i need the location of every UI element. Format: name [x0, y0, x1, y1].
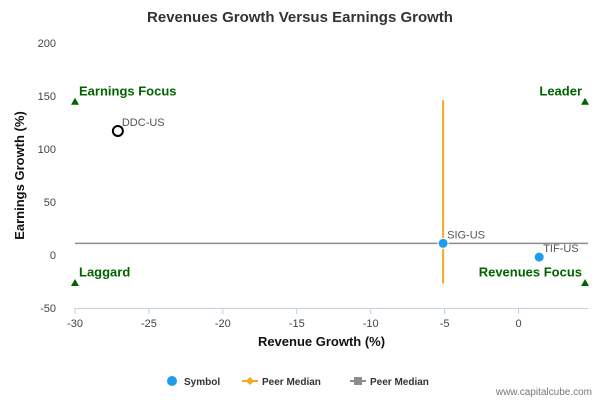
x-tick-label: 0 — [515, 318, 521, 330]
x-tick-label: -10 — [363, 318, 379, 330]
legend-circle-icon — [167, 376, 177, 386]
quadrant-marker-icon — [71, 97, 79, 105]
legend-item[interactable]: Symbol — [167, 376, 220, 388]
y-tick-label: 50 — [44, 197, 56, 209]
x-tick-label: -20 — [215, 318, 231, 330]
data-points: DDC-US SIG-US TIF-US — [111, 117, 579, 263]
data-point — [437, 237, 449, 249]
peer-median-lines — [75, 100, 588, 284]
quadrant-label: Leader — [539, 83, 582, 98]
legend-item[interactable]: Peer Median — [242, 377, 321, 388]
legend-square-icon — [354, 377, 362, 385]
legend[interactable]: Symbol Peer Median Peer Median — [167, 376, 429, 388]
quadrant-marker-icon — [581, 279, 590, 287]
x-tick-labels: -30 -25 -20 -15 -10 -5 0 — [67, 308, 522, 330]
chart-title: Revenues Growth Versus Earnings Growth — [147, 9, 453, 26]
legend-label: Peer Median — [370, 377, 429, 388]
legend-item[interactable]: Peer Median — [350, 377, 429, 388]
x-axis-title: Revenue Growth (%) — [258, 334, 385, 349]
y-axis-title: Earnings Growth (%) — [12, 111, 27, 240]
x-tick-label: -5 — [440, 318, 450, 330]
x-tick-label: -15 — [289, 318, 305, 330]
legend-label: Peer Median — [262, 377, 321, 388]
legend-label: Symbol — [184, 377, 220, 388]
credit-text: www.capitalcube.com — [495, 387, 592, 398]
data-point-label: TIF-US — [543, 243, 578, 255]
y-tick-label: 150 — [38, 91, 56, 103]
y-tick-label: 0 — [50, 250, 56, 262]
x-tick-label: -30 — [67, 318, 83, 330]
y-tick-label: 100 — [38, 144, 56, 156]
y-tick-label: 200 — [38, 38, 56, 50]
quadrant-label: Earnings Focus — [79, 83, 177, 98]
y-tick-labels: -50 0 50 100 150 200 — [38, 38, 56, 315]
data-point-label: SIG-US — [447, 229, 485, 241]
data-point — [533, 251, 545, 263]
data-point — [111, 124, 124, 137]
x-tick-label: -25 — [141, 318, 157, 330]
y-tick-label: -50 — [40, 303, 56, 315]
quadrant-label: Revenues Focus — [479, 265, 582, 280]
quadrant-marker-icon — [581, 97, 590, 105]
quadrant-marker-icon — [71, 279, 79, 287]
legend-diamond-icon — [246, 377, 254, 385]
quadrant-labels: Earnings Focus Leader Laggard Revenues Focu… — [71, 83, 590, 287]
data-point-label: DDC-US — [122, 117, 165, 129]
quadrant-label: Laggard — [79, 265, 130, 280]
